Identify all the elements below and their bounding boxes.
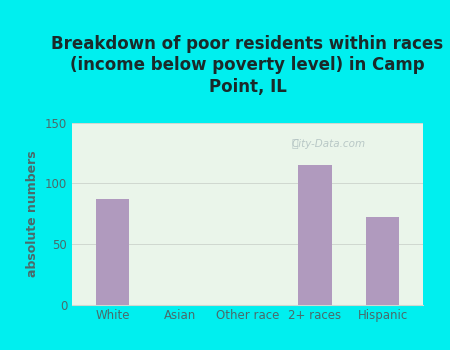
Text: ⦾: ⦾ (292, 139, 298, 149)
Text: City-Data.com: City-Data.com (291, 139, 365, 149)
Text: Breakdown of poor residents within races
(income below poverty level) in Camp
Po: Breakdown of poor residents within races… (51, 35, 444, 96)
Y-axis label: absolute numbers: absolute numbers (27, 150, 39, 277)
Bar (95, 199, 130, 304)
Bar (298, 165, 332, 304)
Bar (366, 217, 400, 304)
